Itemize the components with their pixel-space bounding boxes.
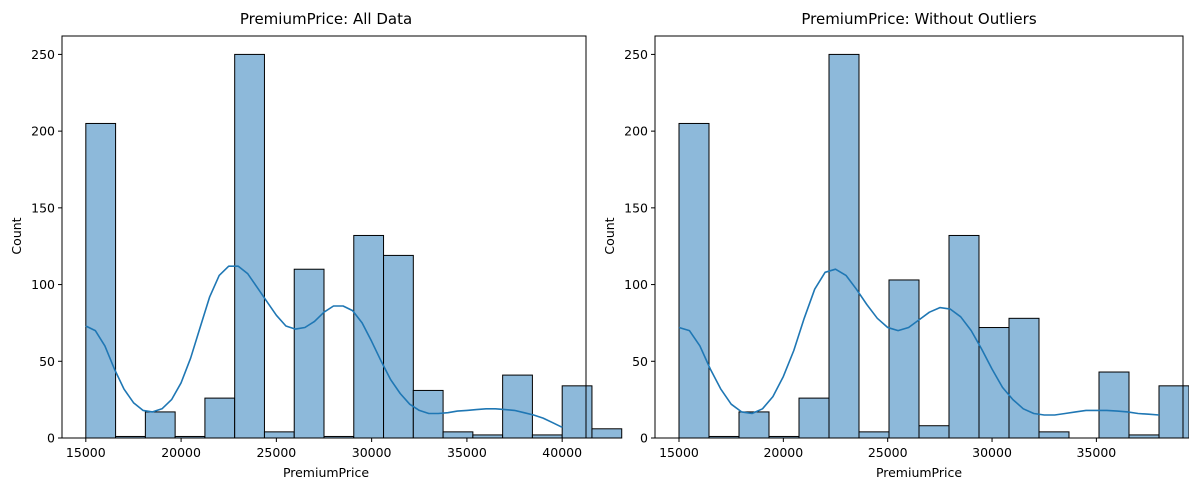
y-axis-label: Count — [9, 217, 24, 254]
x-tick-label: 25000 — [868, 445, 908, 460]
kde-line — [85, 265, 563, 429]
x-axis-label: PremiumPrice — [283, 465, 369, 480]
histogram-bar — [918, 425, 950, 439]
y-tick-label: 150 — [624, 200, 648, 215]
histogram-bar — [978, 327, 1010, 439]
x-tick-label: 35000 — [447, 445, 487, 460]
y-axis-label: Count — [602, 217, 617, 254]
x-tick-label: 40000 — [542, 445, 582, 460]
axes-frame — [61, 35, 587, 439]
y-tick-label: 0 — [47, 431, 55, 446]
x-tick-label: 15000 — [659, 445, 699, 460]
histogram-bar — [561, 385, 593, 439]
histogram-panel-without-outliers: PremiumPrice: Without Outliers PremiumPr… — [602, 10, 1189, 480]
chart-title: PremiumPrice: All Data — [240, 10, 412, 28]
histogram-bar — [1038, 431, 1070, 439]
y-tick-label: 100 — [624, 277, 648, 292]
y-tick-label: 50 — [39, 354, 55, 369]
y-tick-label: 150 — [31, 200, 55, 215]
histogram-bar — [798, 397, 830, 439]
histogram-bar — [828, 53, 860, 439]
x-tick-label: 30000 — [972, 445, 1012, 460]
y-tick-label: 200 — [31, 124, 55, 139]
axes-frame — [654, 35, 1184, 439]
x-tick-label: 35000 — [1077, 445, 1117, 460]
histogram-bar — [204, 397, 236, 439]
histogram-bar — [383, 254, 414, 439]
x-tick-label: 25000 — [256, 445, 296, 460]
histogram-bar — [234, 53, 265, 439]
histogram-bar — [738, 411, 770, 439]
histogram-bar — [442, 431, 474, 439]
x-tick-label: 20000 — [763, 445, 803, 460]
y-tick-label: 0 — [640, 431, 648, 446]
histogram-bar — [293, 268, 325, 439]
histogram-bar — [1158, 385, 1189, 439]
histogram-bar — [591, 428, 623, 439]
histogram-bar — [1098, 371, 1130, 439]
histogram-bar — [888, 279, 920, 439]
x-tick-label: 20000 — [161, 445, 201, 460]
x-tick-label: 30000 — [352, 445, 392, 460]
chart-title: PremiumPrice: Without Outliers — [801, 10, 1036, 28]
x-axis-label: PremiumPrice — [876, 465, 962, 480]
histogram-bar — [85, 122, 117, 439]
histogram-panel-all-data: PremiumPrice: All Data PremiumPrice Coun… — [9, 10, 623, 480]
x-tick-label: 15000 — [66, 445, 106, 460]
histogram-bar — [678, 122, 710, 439]
y-tick-label: 250 — [624, 47, 648, 62]
y-tick-label: 50 — [632, 354, 648, 369]
histogram-bar — [1008, 317, 1040, 439]
y-tick-label: 200 — [624, 124, 648, 139]
y-tick-label: 250 — [31, 47, 55, 62]
histogram-bar — [263, 431, 295, 439]
kde-line — [678, 268, 1160, 416]
histogram-bar — [858, 431, 890, 439]
histogram-bar — [144, 411, 176, 439]
histogram-bar — [502, 374, 533, 439]
y-tick-label: 100 — [31, 277, 55, 292]
